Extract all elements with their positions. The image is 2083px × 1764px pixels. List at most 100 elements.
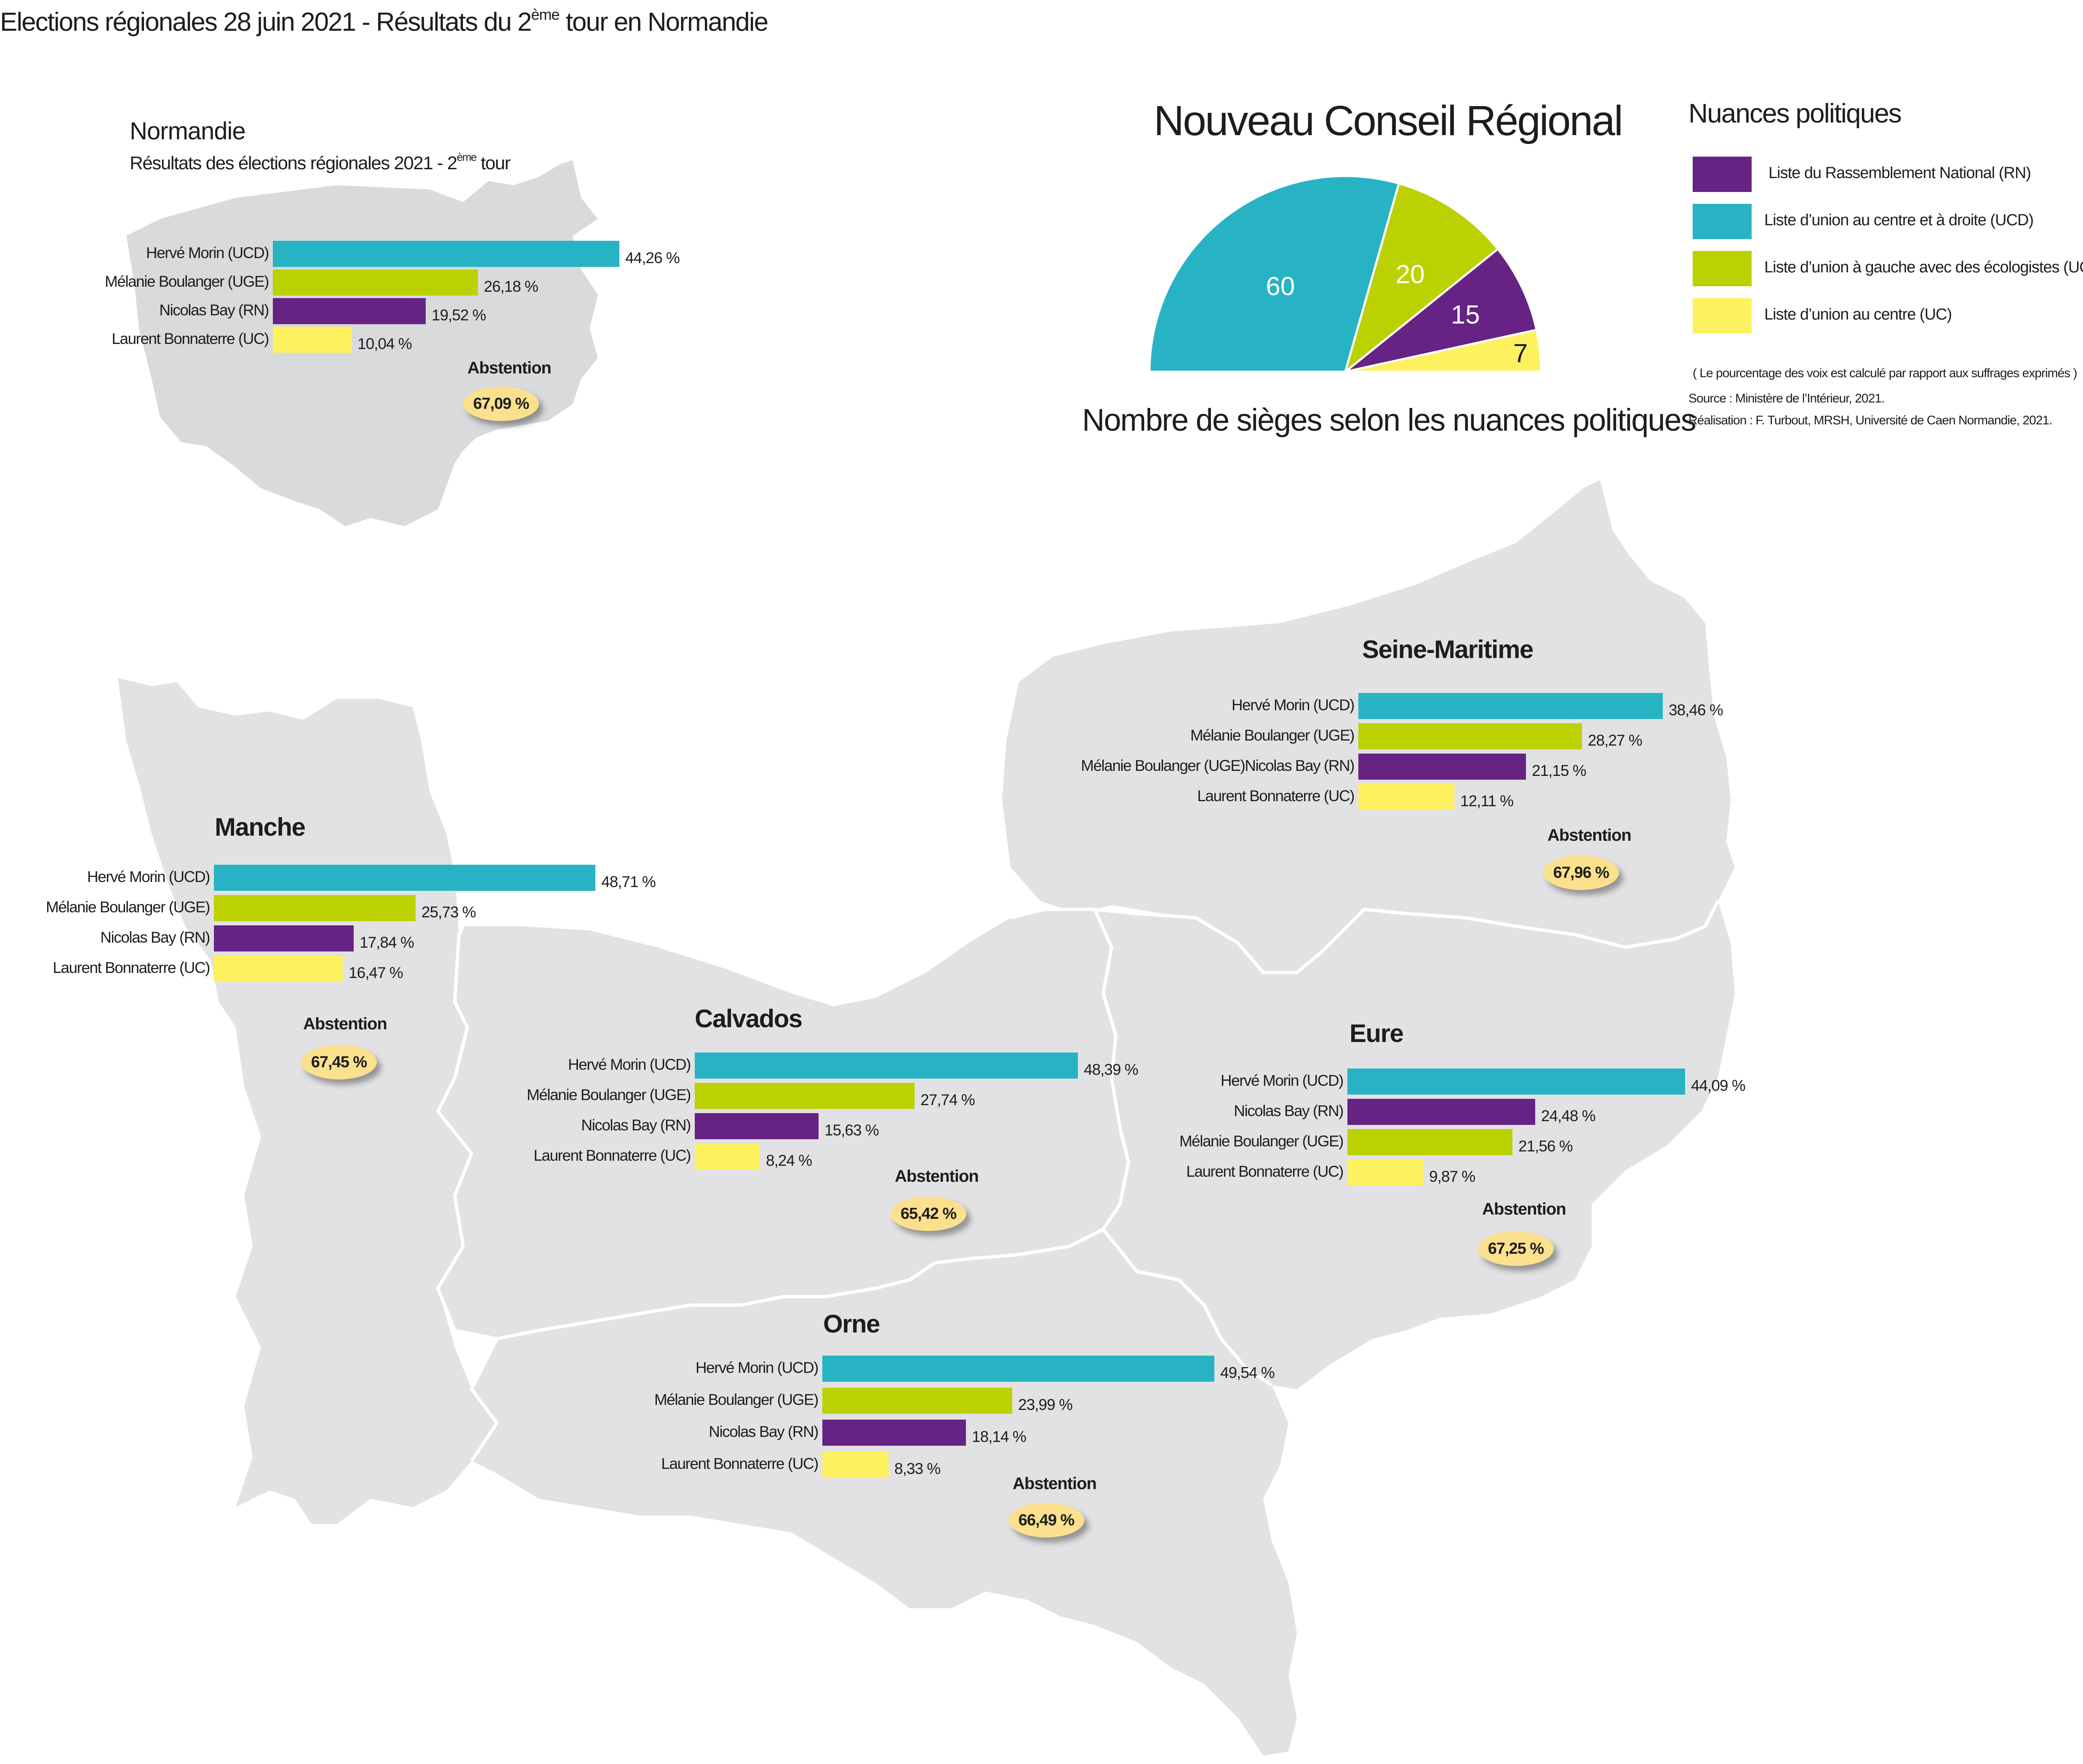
seine-maritime-value-label: 12,11 %: [1460, 792, 1514, 810]
eure-bar-ucd: [1347, 1069, 1685, 1095]
manche-bar-rn: [214, 925, 354, 951]
calvados-bar-rn: [695, 1113, 819, 1139]
manche-value-label: 16,47 %: [349, 964, 403, 981]
normandie-bar-uge: [273, 269, 478, 296]
calvados-bar-ucd: [695, 1053, 1078, 1079]
legend-source: Source : Ministère de l’Intérieur, 2021.: [1688, 392, 1885, 405]
normandie-candidate-label: Mélanie Boulanger (UGE): [104, 273, 269, 290]
orne-bar-rn: [822, 1420, 966, 1446]
conseil-subtitle: Nombre de sièges selon les nuances polit…: [1082, 402, 1696, 437]
main-title: Elections régionales 28 juin 2021 - Résu…: [0, 6, 768, 37]
calvados-abstention-label: Abstention: [895, 1167, 979, 1186]
manche-candidate-label: Laurent Bonnaterre (UC): [53, 959, 210, 976]
normandie-value-label: 10,04 %: [357, 335, 412, 352]
eure-value-label: 9,87 %: [1429, 1168, 1475, 1185]
manche-value-label: 48,71 %: [601, 873, 656, 890]
inset-subtitle: Résultats des élections régionales 2021 …: [130, 151, 511, 173]
manche-candidate-label: Hervé Morin (UCD): [87, 868, 211, 885]
legend-swatch-ucd: [1693, 204, 1752, 239]
seine-maritime-bar-uc: [1358, 784, 1454, 810]
seine-maritime-bar-uge: [1358, 723, 1582, 749]
orne-value-label: 8,33 %: [894, 1460, 941, 1477]
seine-maritime-title: Seine-Maritime: [1362, 635, 1534, 663]
eure-value-label: 21,56 %: [1518, 1138, 1573, 1155]
calvados-candidate-label: Nicolas Bay (RN): [581, 1116, 691, 1134]
eure-candidate-label: Laurent Bonnaterre (UC): [1186, 1163, 1344, 1180]
orne-candidate-label: Mélanie Boulanger (UGE): [654, 1391, 819, 1408]
seine-maritime-candidate-label: Mélanie Boulanger (UGE): [1190, 727, 1355, 744]
eure-bar-uge: [1347, 1129, 1512, 1155]
normandie-bar-ucd: [273, 241, 619, 267]
calvados-title: Calvados: [695, 1005, 803, 1033]
eure-title: Eure: [1350, 1019, 1404, 1047]
seine-maritime-value-label: 38,46 %: [1669, 701, 1723, 719]
seine-maritime-bar-rn: [1358, 754, 1526, 780]
legend-swatch-uge: [1693, 251, 1752, 286]
orne-value-label: 49,54 %: [1220, 1364, 1275, 1381]
manche-candidate-label: Mélanie Boulanger (UGE): [45, 898, 211, 916]
normandie-abstention-badge: 67,09 %: [463, 386, 539, 421]
calvados-candidate-label: Laurent Bonnaterre (UC): [533, 1147, 691, 1164]
eure-value-label: 44,09 %: [1691, 1077, 1746, 1094]
manche-title: Manche: [215, 813, 306, 841]
normandie-value-label: 44,26 %: [625, 249, 680, 266]
orne-bar-uge: [822, 1388, 1012, 1414]
legend-swatch-uc: [1693, 298, 1752, 333]
normandie-candidate-label: Laurent Bonnaterre (UC): [112, 330, 269, 347]
orne-title: Orne: [823, 1310, 880, 1338]
seine-maritime-abstention-label: Abstention: [1547, 826, 1632, 845]
normandie-value-label: 19,52 %: [432, 306, 486, 324]
normandie-abstention-label: Abstention: [467, 359, 552, 377]
normandie-bar-uc: [273, 327, 352, 353]
seine-maritime-value-label: 28,27 %: [1588, 732, 1643, 749]
calvados-value-label: 27,74 %: [920, 1091, 975, 1108]
legend-label-ucd: Liste d’union au centre et à droite (UCD…: [1764, 211, 2034, 229]
calvados-value-label: 8,24 %: [766, 1152, 812, 1169]
manche-bar-uge: [214, 895, 416, 921]
legend-label-uc: Liste d’union au centre (UC): [1764, 306, 1952, 323]
eure-candidate-label: Mélanie Boulanger (UGE): [1179, 1132, 1344, 1150]
legend-label-uge: Liste d’union à gauche avec des écologis…: [1764, 258, 2083, 276]
orne-candidate-label: Nicolas Bay (RN): [709, 1423, 819, 1440]
orne-value-label: 23,99 %: [1018, 1396, 1073, 1413]
eure-bar-uc: [1347, 1159, 1423, 1186]
seine-maritime-candidate-label: Laurent Bonnaterre (UC): [1197, 787, 1355, 805]
calvados-bar-uc: [695, 1143, 760, 1170]
normandie-value-label: 26,18 %: [484, 278, 539, 295]
eure-abstention-badge: 67,25 %: [1478, 1231, 1554, 1266]
eure-candidate-label: Hervé Morin (UCD): [1220, 1072, 1344, 1089]
calvados-value-label: 15,63 %: [824, 1122, 879, 1139]
manche-abstention-label: Abstention: [303, 1015, 387, 1033]
eure-value-label: 24,48 %: [1541, 1107, 1596, 1124]
inset-title: Normandie: [130, 117, 246, 145]
orne-value-label: 18,14 %: [972, 1428, 1027, 1445]
manche-candidate-label: Nicolas Bay (RN): [100, 929, 210, 946]
calvados-bar-uge: [695, 1083, 915, 1109]
legend-credit: Réalisation : F. Turbout, MRSH, Universi…: [1688, 413, 2052, 427]
calvados-value-label: 48,39 %: [1084, 1061, 1139, 1078]
normandie-bar-rn: [273, 298, 426, 324]
normandie-candidate-label: Hervé Morin (UCD): [146, 244, 269, 261]
orne-abstention-label: Abstention: [1013, 1474, 1097, 1493]
orne-candidate-label: Hervé Morin (UCD): [695, 1359, 819, 1376]
seine-maritime-candidate-label: Mélanie Boulanger (UGE)Nicolas Bay (RN): [1081, 757, 1355, 774]
orne-abstention-badge: 66,49 %: [1008, 1503, 1084, 1538]
normandie-candidate-label: Nicolas Bay (RN): [159, 301, 269, 319]
manche-bar-ucd: [214, 865, 595, 891]
department-boundaries: [436, 900, 1720, 1462]
conseil-title: Nouveau Conseil Régional: [1154, 97, 1623, 144]
calvados-abstention-badge: 65,42 %: [891, 1196, 966, 1231]
calvados-candidate-label: Mélanie Boulanger (UGE): [526, 1086, 691, 1103]
eure-candidate-label: Nicolas Bay (RN): [1234, 1102, 1344, 1119]
legend-title: Nuances politiques: [1688, 98, 1902, 128]
seine-maritime-bar-ucd: [1358, 693, 1663, 719]
eure-abstention-label: Abstention: [1482, 1200, 1566, 1218]
legend-label-rn: Liste du Rassemblement National (RN): [1768, 164, 2031, 182]
manche-region: [118, 678, 497, 1524]
manche-abstention-badge: 67,45 %: [301, 1045, 377, 1079]
legend-swatch-rn: [1693, 157, 1752, 192]
calvados-candidate-label: Hervé Morin (UCD): [568, 1056, 691, 1073]
orne-bar-uc: [822, 1452, 888, 1478]
manche-bar-uc: [214, 956, 343, 982]
